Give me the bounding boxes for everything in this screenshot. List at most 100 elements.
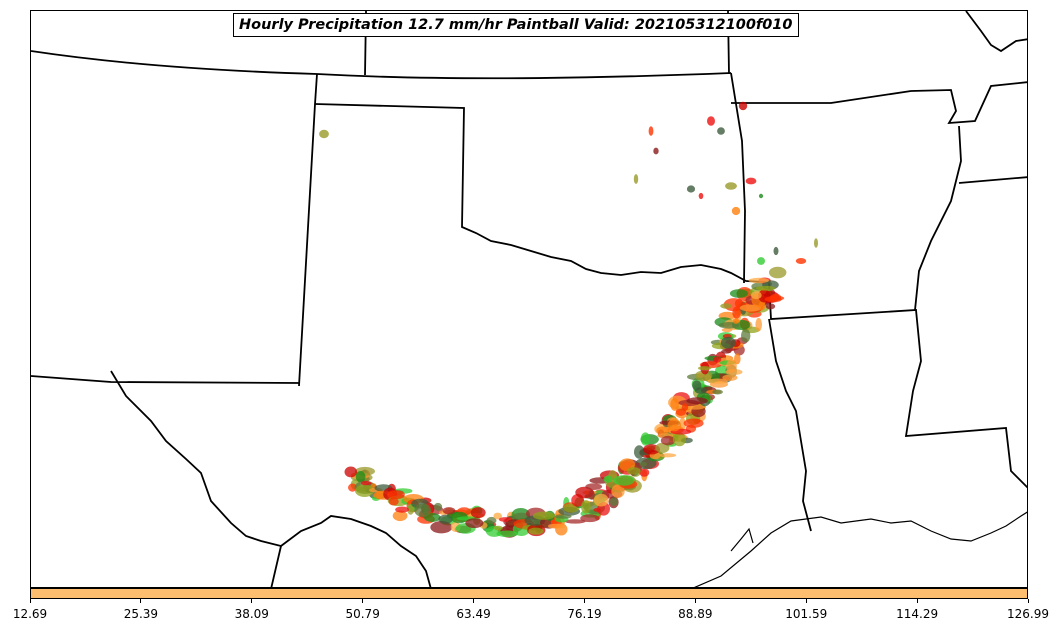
precip-blob — [438, 514, 453, 524]
colorbar-tick-label: 114.29 — [896, 607, 939, 621]
precip-blob — [470, 507, 486, 519]
colorbar-tick-mark — [473, 599, 475, 603]
precip-blob — [717, 127, 725, 135]
colorbar-tick-mark — [362, 599, 364, 603]
precip-blob — [532, 511, 555, 520]
precip-blob — [748, 277, 769, 284]
precip-blob — [613, 475, 635, 486]
precip-blob — [725, 182, 737, 190]
precip-blob — [795, 258, 807, 264]
precip-blob — [496, 530, 519, 538]
precip-blob — [738, 101, 748, 111]
precipitation-paintball — [319, 101, 818, 538]
precip-blob — [745, 177, 757, 185]
precip-blob — [718, 322, 740, 329]
precip-blob — [528, 527, 544, 535]
precip-blob — [659, 453, 677, 458]
precip-blob — [387, 490, 405, 499]
colorbar — [30, 588, 1028, 599]
precip-blob — [686, 185, 696, 193]
precip-blob — [722, 374, 738, 381]
precip-blob — [732, 318, 740, 324]
precip-blob — [388, 497, 399, 506]
precip-blob — [319, 129, 329, 139]
precip-blob — [726, 359, 737, 373]
colorbar-tick-mark — [916, 599, 918, 603]
precip-blob — [720, 336, 736, 349]
precip-blob — [493, 512, 503, 520]
precip-blob — [672, 432, 687, 447]
precip-blob — [758, 193, 764, 199]
precip-blob — [667, 419, 682, 432]
kansas-southern-border — [31, 50, 732, 80]
precip-blob — [731, 206, 741, 216]
precip-blob — [750, 291, 762, 300]
precip-blob — [626, 467, 641, 475]
precip-blob — [686, 405, 705, 410]
precip-blob — [564, 519, 586, 524]
precip-blob — [655, 442, 670, 453]
precip-blob — [773, 246, 779, 256]
tennessee-border — [958, 176, 1027, 184]
precip-blob — [707, 116, 715, 126]
precip-blob — [634, 445, 645, 459]
colorbar-tick-label: 25.39 — [123, 607, 159, 621]
precip-blob — [395, 506, 409, 513]
rio-grande — [280, 515, 432, 587]
precip-blob — [414, 503, 432, 517]
mississippi-river — [914, 125, 962, 311]
precip-blob — [741, 328, 751, 343]
precip-blob — [755, 285, 776, 291]
colorbar-tick-label: 101.59 — [785, 607, 828, 621]
colorbar-tick-label: 126.99 — [1007, 607, 1049, 621]
precip-blob — [765, 303, 776, 310]
precip-blob — [585, 483, 603, 490]
precip-blob — [670, 398, 680, 411]
precip-blob — [547, 523, 566, 529]
precip-blob — [639, 468, 650, 477]
precip-blob — [648, 126, 654, 136]
precip-blob — [588, 489, 595, 500]
precip-blob — [348, 483, 357, 492]
precip-blob — [694, 370, 713, 382]
precip-blob — [734, 353, 741, 365]
precip-blob — [769, 266, 787, 279]
precip-blob — [344, 466, 358, 478]
precip-blob — [580, 514, 600, 523]
colorbar-tick-mark — [1027, 599, 1029, 603]
map-panel — [30, 10, 1028, 588]
map-title: Hourly Precipitation 12.7 mm/hr Paintbal… — [233, 13, 799, 37]
precip-blob — [814, 238, 818, 248]
oklahoma-border — [314, 103, 767, 283]
precip-blob — [660, 435, 676, 446]
precip-blob — [713, 356, 722, 363]
precip-blob — [697, 366, 712, 371]
precip-blob — [494, 525, 503, 531]
state-boundaries — [31, 11, 1027, 587]
colorbar-tick-label: 88.89 — [678, 607, 713, 621]
precip-blob — [707, 378, 728, 384]
map-canvas — [31, 11, 1027, 587]
precip-blob — [656, 426, 670, 435]
colorbar-tick-label: 50.79 — [345, 607, 380, 621]
precip-blob — [653, 147, 659, 155]
louisiana-west-border — [768, 318, 812, 532]
arkansas-border — [731, 81, 1027, 125]
texas-west-border — [110, 370, 283, 587]
precip-blob — [603, 475, 613, 483]
precip-blob — [360, 481, 372, 486]
colorbar-tick-mark — [583, 599, 585, 603]
precip-blob — [639, 461, 648, 467]
colorbar-tick-mark — [140, 599, 142, 603]
precip-blob — [554, 514, 572, 519]
precip-blob — [712, 389, 723, 395]
precip-blob — [355, 471, 366, 483]
colorbar-tick-label: 76.19 — [567, 607, 602, 621]
gulf-coastline — [694, 511, 1027, 587]
precip-blob — [694, 387, 707, 394]
colorado-nm-border — [298, 73, 318, 387]
colorbar-tick-label: 63.49 — [456, 607, 491, 621]
precip-blob — [698, 192, 704, 200]
precip-blob — [686, 397, 708, 405]
precip-blob — [433, 502, 443, 511]
